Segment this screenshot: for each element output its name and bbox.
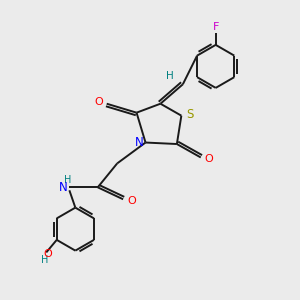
Text: H: H: [41, 255, 49, 265]
Text: F: F: [212, 22, 219, 32]
Text: O: O: [127, 196, 136, 206]
Text: N: N: [135, 136, 143, 149]
Text: H: H: [64, 175, 72, 185]
Text: H: H: [167, 71, 174, 81]
Text: O: O: [205, 154, 214, 164]
Text: S: S: [186, 108, 194, 121]
Text: O: O: [94, 97, 103, 106]
Text: O: O: [44, 249, 52, 259]
Text: N: N: [58, 181, 67, 194]
